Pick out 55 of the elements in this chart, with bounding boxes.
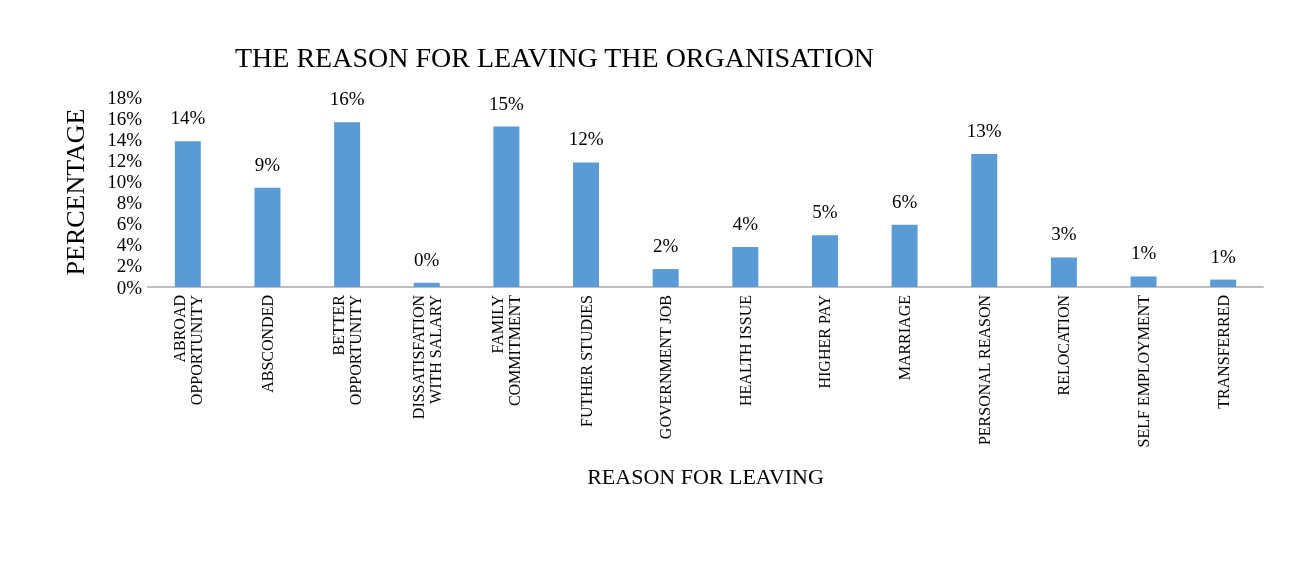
data-label: 0% xyxy=(414,248,440,270)
y-tick-label: 4% xyxy=(116,234,143,256)
data-label: 12% xyxy=(568,128,604,150)
bar xyxy=(891,224,918,287)
y-tick-label: 6% xyxy=(116,213,143,235)
bar xyxy=(174,141,201,287)
bar xyxy=(334,122,361,287)
x-tick-label: PERSONAL REASON xyxy=(975,294,993,446)
x-tick-label: GOVERNMENT JOB xyxy=(657,295,675,440)
data-label: 1% xyxy=(1210,245,1237,267)
data-label: 5% xyxy=(812,201,838,223)
x-tick-label: ABSCONDED xyxy=(258,295,276,393)
x-tick-label: MARRIAGE xyxy=(896,295,914,381)
data-label: 9% xyxy=(254,153,281,175)
bar xyxy=(1130,276,1157,287)
x-axis-title: REASON FOR LEAVING xyxy=(587,463,824,489)
y-tick-label: 10% xyxy=(107,170,143,192)
x-tick-label: BETTER OPPORTUNITY xyxy=(330,294,365,406)
x-tick-label: FAMILY COMMITMENT xyxy=(489,294,524,407)
data-label: 14% xyxy=(170,107,206,129)
x-tick-label: DISSATISFATION WITH SALARY xyxy=(409,294,444,420)
x-tick-label: ABROAD OPPORTUNITY xyxy=(170,294,205,406)
y-tick-label: 12% xyxy=(107,149,143,171)
data-label: 3% xyxy=(1051,223,1077,245)
x-tick-label: FUTHER STUDIES xyxy=(577,295,595,428)
bar xyxy=(254,187,281,287)
data-label: 15% xyxy=(488,92,524,114)
x-tick-label: HIGHER PAY xyxy=(816,294,834,389)
bar xyxy=(573,162,600,287)
x-tick-label: SELF EMPLOYMENT xyxy=(1135,294,1153,448)
chart-title: THE REASON FOR LEAVING THE ORGANISATION xyxy=(235,41,875,73)
bar xyxy=(732,246,759,287)
data-label: 2% xyxy=(653,235,679,257)
bar xyxy=(493,126,520,287)
data-label: 13% xyxy=(966,120,1002,141)
x-tick-label: HEALTH ISSUE xyxy=(736,295,754,406)
bar xyxy=(1210,279,1237,287)
y-tick-label: 18% xyxy=(107,86,143,108)
bar xyxy=(971,154,998,287)
y-tick-label: 2% xyxy=(116,255,143,277)
bar xyxy=(811,235,838,287)
x-tick-label: RELOCATION xyxy=(1055,294,1073,396)
y-tick-label: 14% xyxy=(107,128,143,150)
y-tick-label: 0% xyxy=(116,276,143,298)
bar xyxy=(652,269,679,287)
data-label: 16% xyxy=(329,88,365,110)
bar xyxy=(413,282,440,287)
data-label: 1% xyxy=(1130,242,1157,264)
x-tick-label: TRANSFERRED xyxy=(1214,295,1232,409)
data-label: 4% xyxy=(732,212,759,234)
data-label: 6% xyxy=(891,190,918,212)
y-tick-label: 8% xyxy=(116,192,143,214)
bar xyxy=(1050,257,1077,287)
y-tick-label: 16% xyxy=(107,107,143,129)
y-axis-title: PERCENTAGE xyxy=(60,108,90,276)
